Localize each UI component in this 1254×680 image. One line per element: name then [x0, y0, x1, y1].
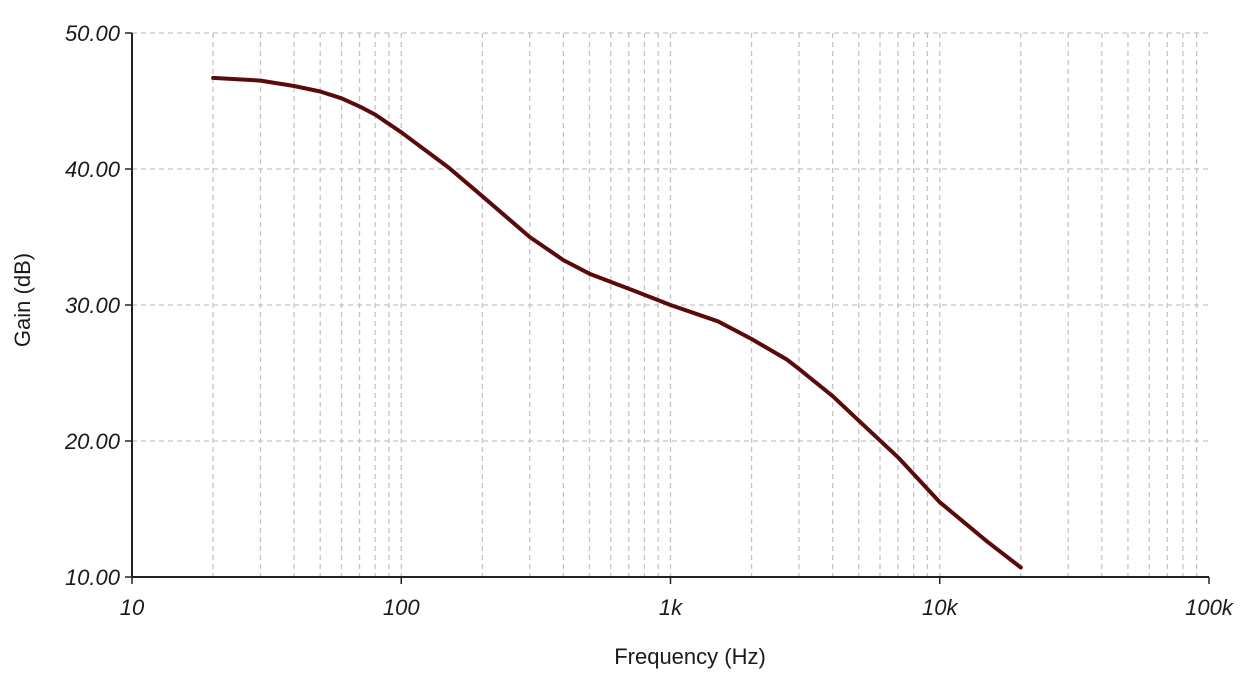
chart-axes [125, 32, 1210, 584]
x-tick-label: 1k [659, 595, 683, 620]
y-tick-label: 30.00 [65, 293, 121, 318]
y-tick-label: 20.00 [64, 429, 121, 454]
x-tick-label: 100k [1185, 595, 1234, 620]
x-axis-tick-labels: 10 100 1k 10k 100k [120, 595, 1234, 620]
x-axis-title: Frequency (Hz) [614, 644, 766, 669]
y-tick-label: 40.00 [65, 157, 121, 182]
x-tick-label: 100 [383, 595, 420, 620]
x-tick-label: 10k [922, 595, 958, 620]
gain-series-line [211, 75, 1023, 570]
y-axis-tick-labels: 10.00 20.00 30.00 40.00 50.00 [64, 21, 121, 590]
chart-series [211, 75, 1023, 570]
y-axis-title: Gain (dB) [10, 253, 35, 347]
y-tick-label: 10.00 [65, 565, 121, 590]
x-tick-label: 10 [120, 595, 145, 620]
y-tick-label: 50.00 [65, 21, 121, 46]
